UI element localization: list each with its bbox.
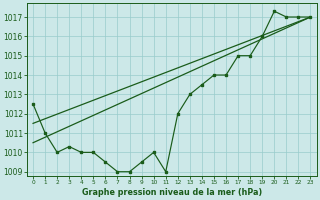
X-axis label: Graphe pression niveau de la mer (hPa): Graphe pression niveau de la mer (hPa): [82, 188, 262, 197]
